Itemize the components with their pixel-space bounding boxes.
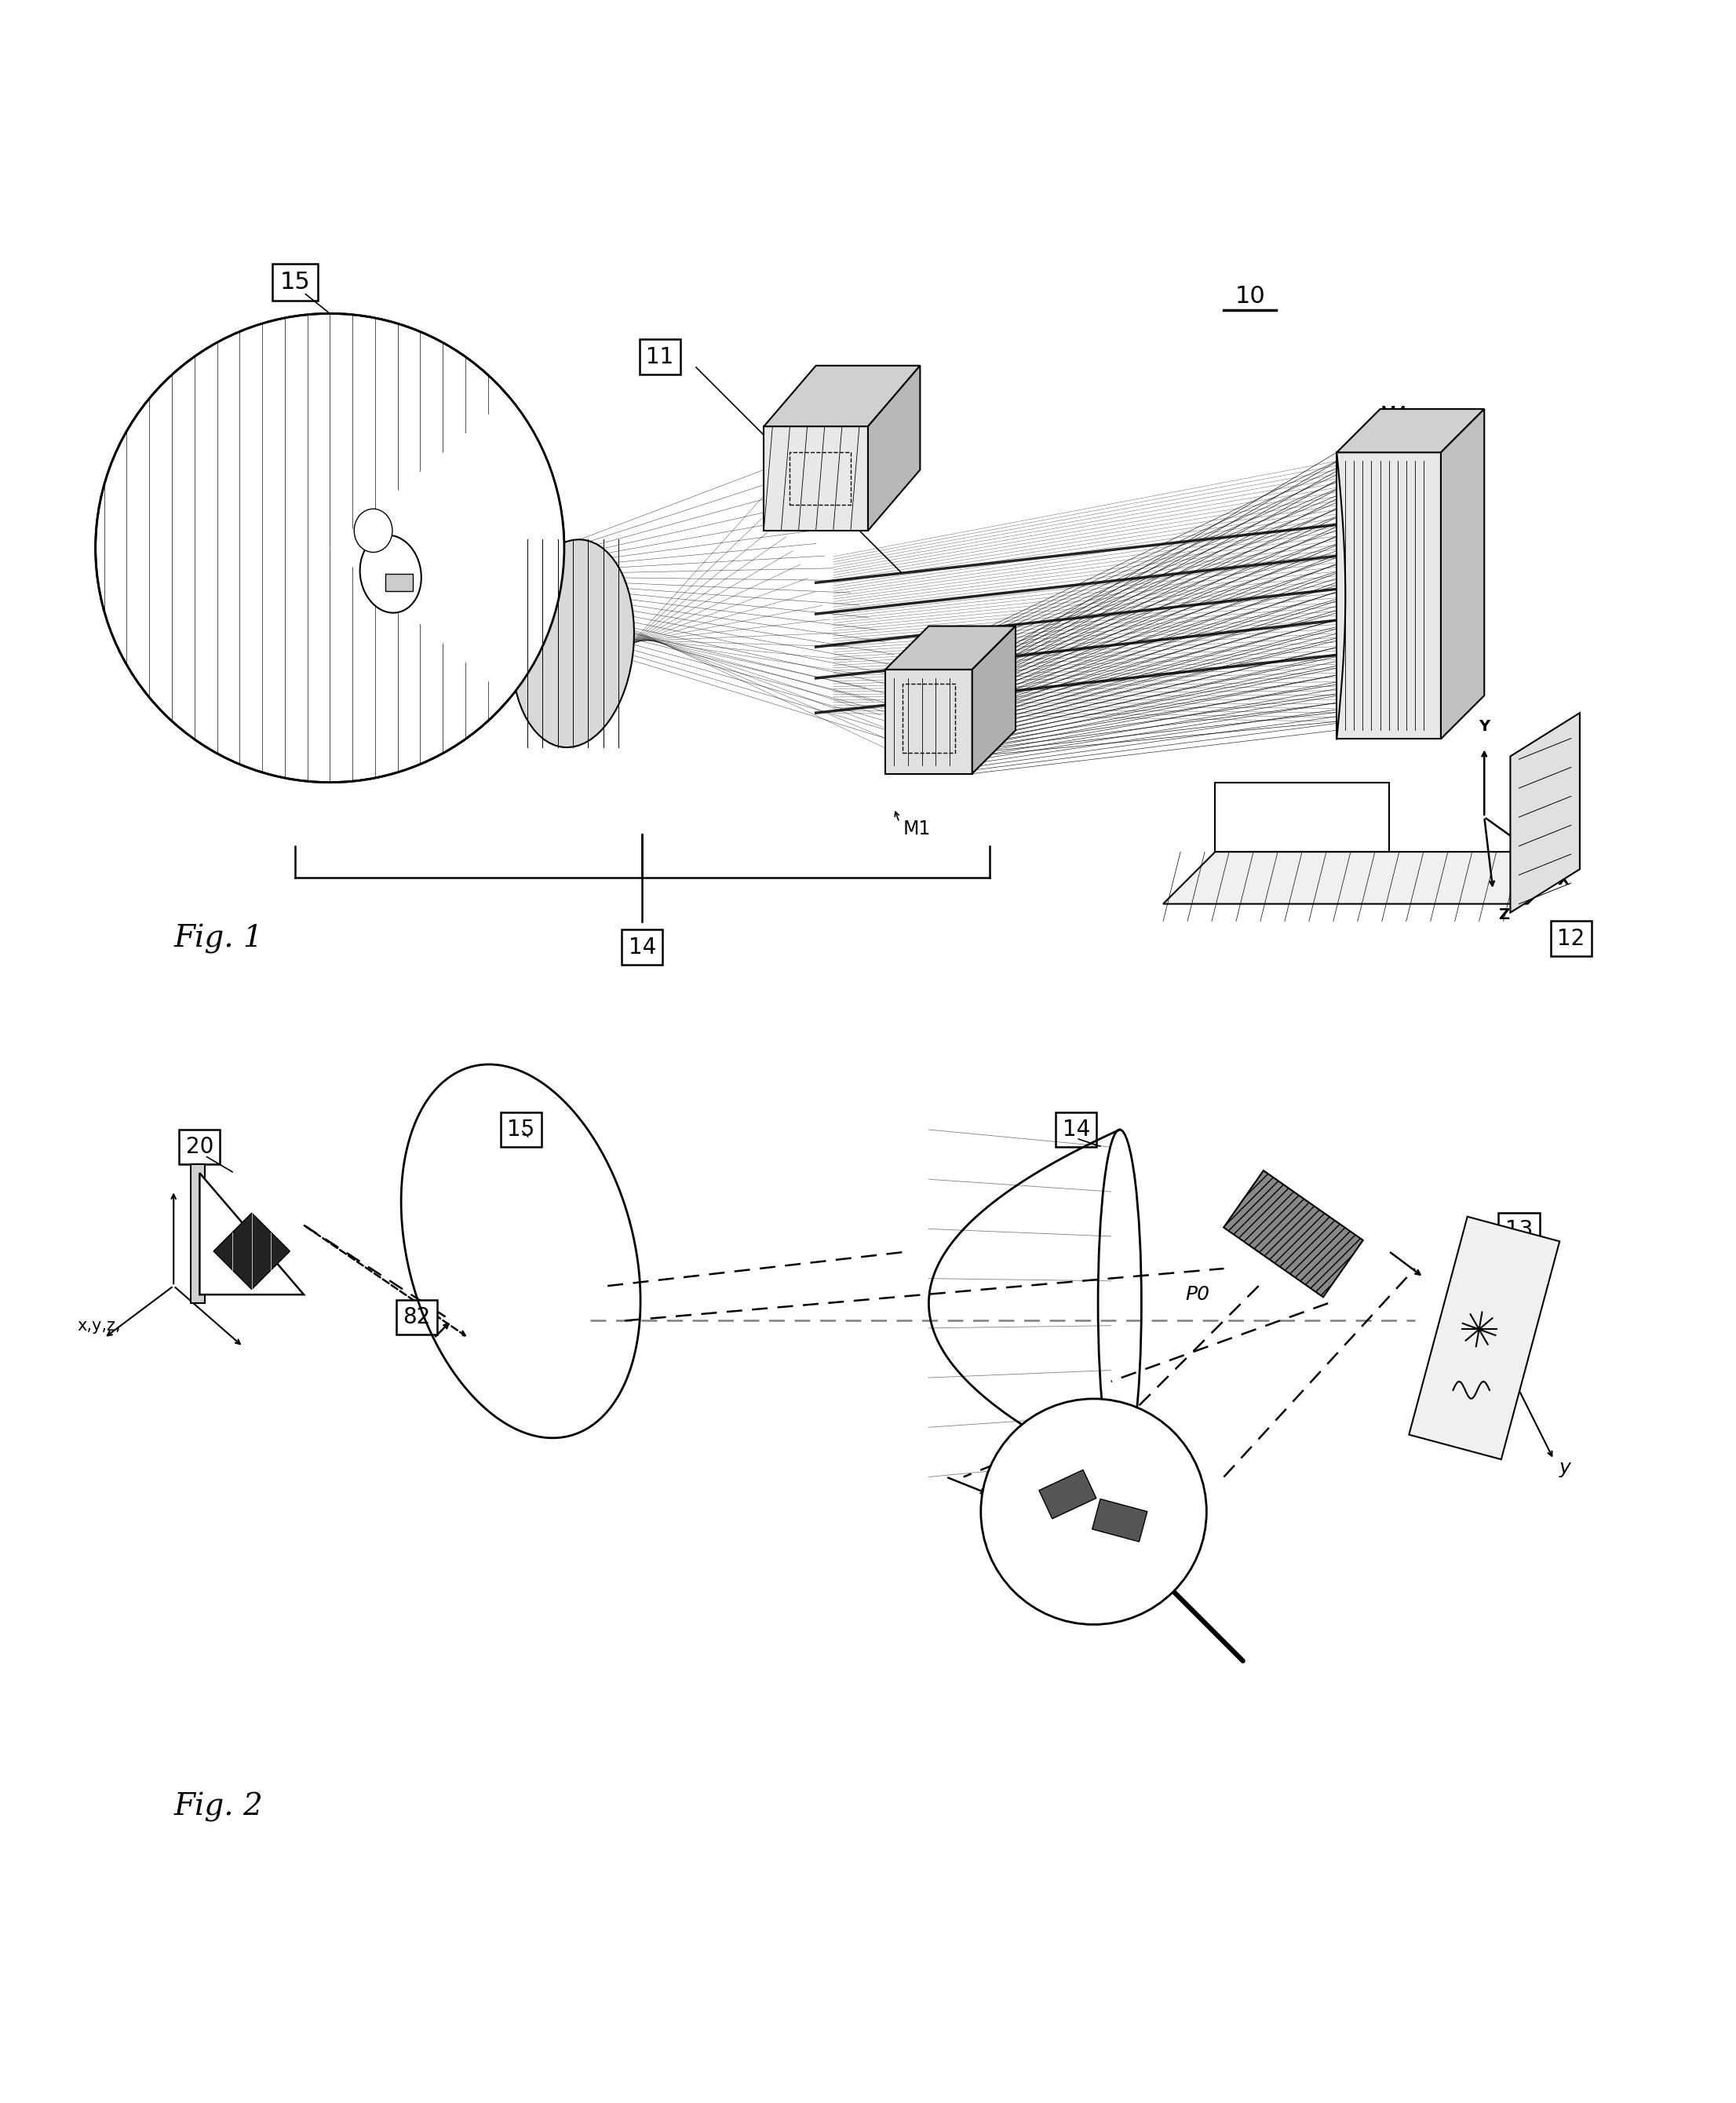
Text: 20: 20 — [186, 1136, 214, 1159]
Text: 82: 82 — [403, 1306, 431, 1329]
Text: 14: 14 — [1062, 1119, 1090, 1140]
Polygon shape — [1337, 408, 1484, 452]
Polygon shape — [1441, 408, 1484, 738]
Polygon shape — [868, 366, 920, 530]
Text: 13: 13 — [1505, 1220, 1533, 1241]
Ellipse shape — [359, 534, 422, 612]
Polygon shape — [1040, 1470, 1095, 1518]
Text: x,y,z,: x,y,z, — [76, 1319, 122, 1333]
Text: 12: 12 — [1557, 927, 1585, 951]
Text: Z: Z — [1498, 906, 1509, 923]
Polygon shape — [885, 627, 1016, 669]
Text: 14: 14 — [628, 936, 656, 959]
Polygon shape — [191, 1165, 205, 1304]
Text: M4: M4 — [1380, 404, 1408, 423]
Ellipse shape — [354, 509, 392, 553]
Ellipse shape — [512, 540, 634, 747]
Text: 13a: 13a — [1047, 1535, 1088, 1558]
Polygon shape — [1337, 452, 1441, 738]
Text: M3: M3 — [799, 414, 826, 433]
Polygon shape — [1092, 1499, 1147, 1541]
Text: y: y — [1559, 1459, 1571, 1478]
Text: 11: 11 — [646, 347, 674, 368]
Text: 13b: 13b — [1090, 1426, 1132, 1449]
Polygon shape — [385, 574, 413, 591]
Polygon shape — [885, 669, 972, 774]
Polygon shape — [1410, 1218, 1559, 1459]
Polygon shape — [1224, 1171, 1363, 1298]
Polygon shape — [1215, 782, 1389, 852]
Text: 15: 15 — [279, 271, 311, 294]
Polygon shape — [1163, 852, 1580, 904]
Text: Y: Y — [1479, 719, 1489, 734]
Text: M6: M6 — [554, 719, 582, 738]
Text: 15: 15 — [507, 1119, 535, 1140]
Polygon shape — [200, 1173, 304, 1295]
Polygon shape — [1510, 713, 1580, 913]
Text: M1: M1 — [903, 820, 930, 839]
Polygon shape — [330, 397, 564, 698]
Text: P0: P0 — [1186, 1285, 1210, 1304]
Polygon shape — [214, 1213, 290, 1289]
Polygon shape — [764, 427, 868, 530]
Text: X: X — [1557, 873, 1569, 887]
Text: 10: 10 — [1234, 284, 1266, 307]
Polygon shape — [764, 366, 920, 427]
Circle shape — [981, 1398, 1207, 1624]
Polygon shape — [972, 627, 1016, 774]
Text: Fig. 2: Fig. 2 — [174, 1792, 262, 1821]
Text: Fig. 1: Fig. 1 — [174, 923, 262, 953]
